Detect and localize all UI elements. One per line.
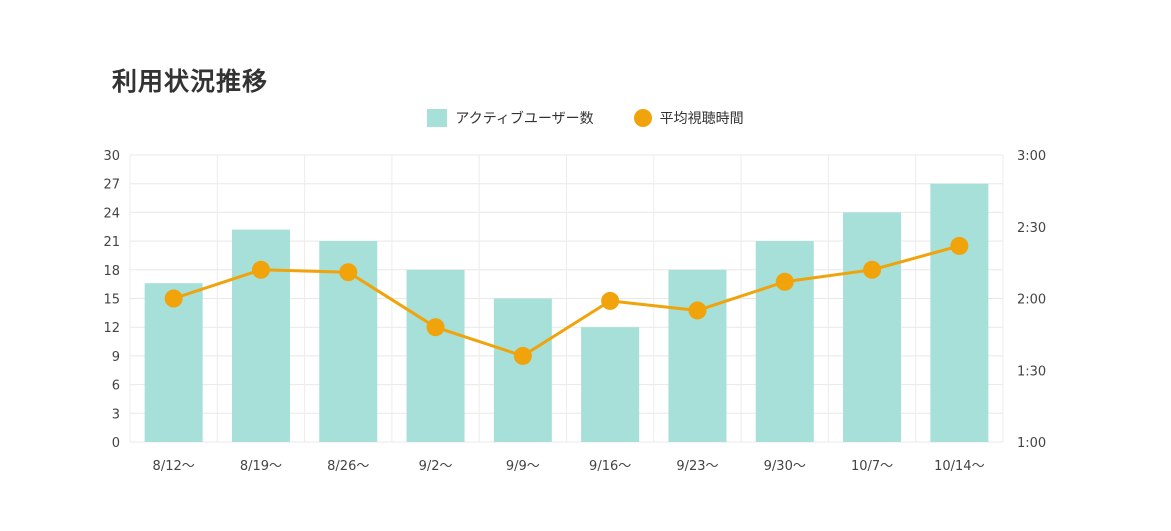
legend-swatch-dot	[633, 109, 652, 127]
left-tick-label: 24	[103, 206, 120, 221]
right-tick-label: 3:00	[1017, 149, 1046, 164]
point-avg-watch-time	[863, 260, 882, 279]
x-tick-label: 9/30〜	[764, 459, 806, 474]
legend: アクティブユーザー数 平均視聴時間	[0, 108, 1171, 128]
line-avg-watch-time	[173, 244, 960, 358]
left-tick-label: 12	[103, 321, 120, 336]
right-tick-label: 1:30	[1017, 364, 1046, 379]
legend-item-avg-watch-time[interactable]: 平均視聴時間	[633, 108, 744, 128]
point-avg-watch-time	[950, 236, 969, 255]
bar-active-users	[406, 269, 465, 442]
left-tick-label: 0	[112, 436, 120, 451]
bar-active-users	[581, 327, 640, 442]
point-avg-watch-time	[688, 301, 707, 320]
bar-active-users	[144, 283, 203, 442]
left-tick-label: 21	[103, 235, 120, 250]
left-tick-label: 6	[112, 379, 120, 394]
left-tick-label: 27	[103, 178, 120, 193]
legend-label: 平均視聴時間	[659, 111, 744, 127]
x-tick-label: 9/9〜	[506, 459, 540, 474]
left-tick-label: 9	[112, 350, 120, 365]
x-tick-label: 10/14〜	[934, 459, 984, 474]
legend-label: アクティブユーザー数	[455, 111, 594, 127]
bar-active-users	[755, 241, 814, 442]
legend-item-active-users[interactable]: アクティブユーザー数	[427, 108, 594, 128]
point-avg-watch-time	[339, 263, 358, 282]
point-avg-watch-time	[426, 318, 445, 337]
point-avg-watch-time	[513, 346, 532, 365]
x-tick-label: 8/12〜	[153, 459, 195, 474]
point-avg-watch-time	[601, 291, 620, 310]
right-tick-label: 2:00	[1017, 293, 1046, 308]
chart-title: 利用状況推移	[112, 67, 269, 96]
legend-swatch-bar	[427, 109, 448, 127]
left-tick-label: 3	[112, 407, 120, 422]
x-tick-label: 9/23〜	[676, 459, 718, 474]
left-tick-label: 18	[103, 264, 120, 279]
x-tick-label: 8/19〜	[240, 459, 282, 474]
bar-active-users	[668, 269, 727, 442]
bar-active-users	[843, 212, 902, 442]
right-tick-label: 2:30	[1017, 221, 1046, 236]
left-tick-label: 30	[103, 149, 120, 164]
point-avg-watch-time	[251, 260, 270, 279]
point-avg-watch-time	[775, 272, 794, 291]
left-tick-label: 15	[103, 293, 120, 308]
x-tick-label: 8/26〜	[327, 459, 369, 474]
x-tick-label: 9/2〜	[419, 459, 453, 474]
bar-active-users	[493, 298, 552, 442]
right-tick-label: 1:00	[1017, 436, 1046, 451]
bar-active-users	[930, 183, 989, 442]
point-avg-watch-time	[164, 289, 183, 308]
x-tick-label: 10/7〜	[851, 459, 893, 474]
x-tick-label: 9/16〜	[589, 459, 631, 474]
